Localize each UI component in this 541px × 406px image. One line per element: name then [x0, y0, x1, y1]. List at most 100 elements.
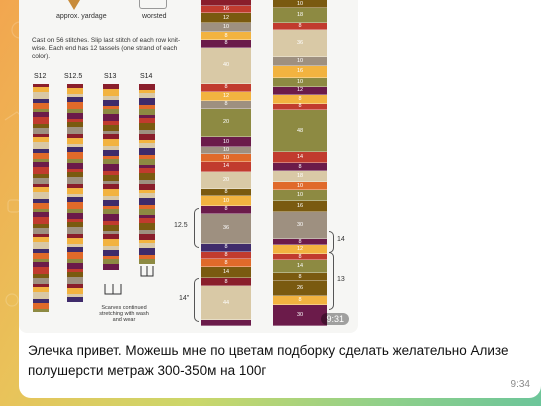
- band-yardage-value: 8: [298, 253, 302, 260]
- color-band-segment: 10: [201, 137, 251, 147]
- band-yardage-value: 30: [296, 221, 304, 228]
- scarf-stripe: [33, 228, 49, 234]
- scarf-stripe: [103, 234, 119, 239]
- scarf-stripe: [139, 234, 155, 240]
- scarf-stripe: [139, 105, 155, 109]
- color-band-segment: 10: [201, 196, 251, 206]
- color-band-segment: 14: [201, 162, 251, 172]
- scarf-stripe: [139, 184, 155, 190]
- color-band-segment: 8: [201, 259, 251, 267]
- color-band-segment: 8: [201, 101, 251, 109]
- scarf-stripe: [103, 121, 119, 125]
- color-band-segment: 8: [273, 272, 327, 282]
- left-bracket-lower-label: 14": [179, 295, 190, 302]
- color-band-segment: 8: [273, 22, 327, 30]
- scarf-stripes-s12: [33, 84, 49, 312]
- scarf-stripe: [33, 84, 49, 87]
- band-yardage-value: 8: [298, 273, 302, 280]
- scarf-stripe: [33, 292, 49, 299]
- scarf-stripe: [33, 249, 49, 253]
- scarf-stripe: [33, 309, 49, 312]
- scarf-stripe: [67, 294, 83, 297]
- color-band-segment: 10: [273, 78, 327, 87]
- scarf-stripe: [67, 102, 83, 109]
- color-band-segment: 14: [201, 266, 251, 279]
- scarf-stripe: [67, 159, 83, 163]
- left-bracket-lower: [194, 278, 199, 322]
- scarf-stripe: [67, 194, 83, 197]
- video-attachment[interactable]: approx. yardage worsted Cast on 56 stitc…: [19, 0, 358, 333]
- band-yardage-value: 8: [298, 22, 302, 29]
- pattern-note: Cast on 56 stitches. Slip last stitch of…: [32, 37, 181, 60]
- scarf-stripe: [33, 99, 49, 103]
- scarf-stripe: [33, 103, 49, 109]
- color-band-segment: 8: [201, 32, 251, 41]
- band-yardage-value: 20: [222, 176, 230, 183]
- scarf-stripe: [139, 223, 155, 230]
- left-bracket-upper-label: 12.5: [174, 222, 188, 229]
- color-band-segment: 10: [201, 146, 251, 155]
- scarf-stripe: [103, 84, 119, 89]
- scarf-stripe: [33, 174, 49, 178]
- scarf-stripe: [139, 90, 155, 93]
- scarf-stripe: [139, 98, 155, 105]
- scarf-stripe: [33, 134, 49, 137]
- scarf-stripe: [139, 118, 155, 123]
- color-band-segment: 10: [201, 22, 251, 33]
- yarn-weight-icon: [139, 0, 167, 9]
- band-yardage-value: 36: [222, 225, 230, 232]
- right-bracket-upper: [329, 231, 334, 253]
- scarf-stripe: [33, 192, 49, 199]
- color-band-segment: 36: [201, 213, 251, 244]
- video-duration-badge: 9:31: [321, 313, 349, 325]
- scarf-stripe: [103, 189, 119, 196]
- band-yardage-value: 8: [224, 32, 228, 39]
- color-band-segment: 14: [273, 260, 327, 273]
- scarf-stripe: [139, 123, 155, 130]
- band-yardage-value: 40: [222, 62, 230, 69]
- band-yardage-value: 8: [224, 101, 228, 108]
- color-band-segment: 40: [201, 47, 251, 84]
- scarf-stripe: [139, 130, 155, 134]
- band-yardage-value: 20: [222, 119, 230, 126]
- scarf-stripe: [139, 93, 155, 98]
- scarf-stripes-s12-5: [67, 84, 83, 302]
- color-band-segment: 16: [273, 65, 327, 79]
- scarf-stripe: [67, 244, 83, 247]
- band-yardage-value: 8: [224, 244, 228, 251]
- scarf-stripe: [67, 119, 83, 122]
- scarf-stripe: [33, 303, 49, 309]
- scarf-stripe: [33, 142, 49, 149]
- band-yardage-value: 12: [222, 14, 230, 21]
- color-band-segment: 30: [273, 211, 327, 240]
- scarf-stripe: [139, 155, 155, 159]
- scarf-stripe: [139, 115, 155, 118]
- scarf-stripe: [67, 297, 83, 302]
- band-yardage-value: 30: [296, 311, 304, 318]
- scarf-stripe: [33, 224, 49, 228]
- color-band-segment: [201, 320, 251, 326]
- stretch-marker-icon: [104, 284, 122, 295]
- scarf-stripe: [103, 246, 119, 250]
- band-yardage-value: 8: [224, 40, 228, 47]
- scarf-stripe: [67, 269, 83, 272]
- band-yardage-value: 8: [298, 103, 302, 110]
- color-band-segment: 8: [201, 40, 251, 48]
- scarf-stripe: [139, 168, 155, 173]
- scarf-stripe: [103, 146, 119, 150]
- scarf-stripe: [103, 239, 119, 246]
- scarf-stripe: [139, 180, 155, 184]
- color-band-segment: 20: [201, 171, 251, 189]
- scarf-stripe: [67, 138, 83, 144]
- scarf-stripe: [103, 264, 119, 270]
- color-band-segment: 26: [273, 281, 327, 297]
- band-yardage-value: 14: [296, 154, 304, 161]
- scarf-stripe: [103, 231, 119, 234]
- scarf-stripe: [67, 97, 83, 102]
- color-band-segment: 8: [273, 95, 327, 104]
- scarf-stripe: [139, 190, 155, 193]
- scarf-stripe: [33, 278, 49, 284]
- scarf-stripe: [103, 200, 119, 206]
- scarf-stripe: [33, 253, 49, 259]
- scarf-stripe: [33, 178, 49, 184]
